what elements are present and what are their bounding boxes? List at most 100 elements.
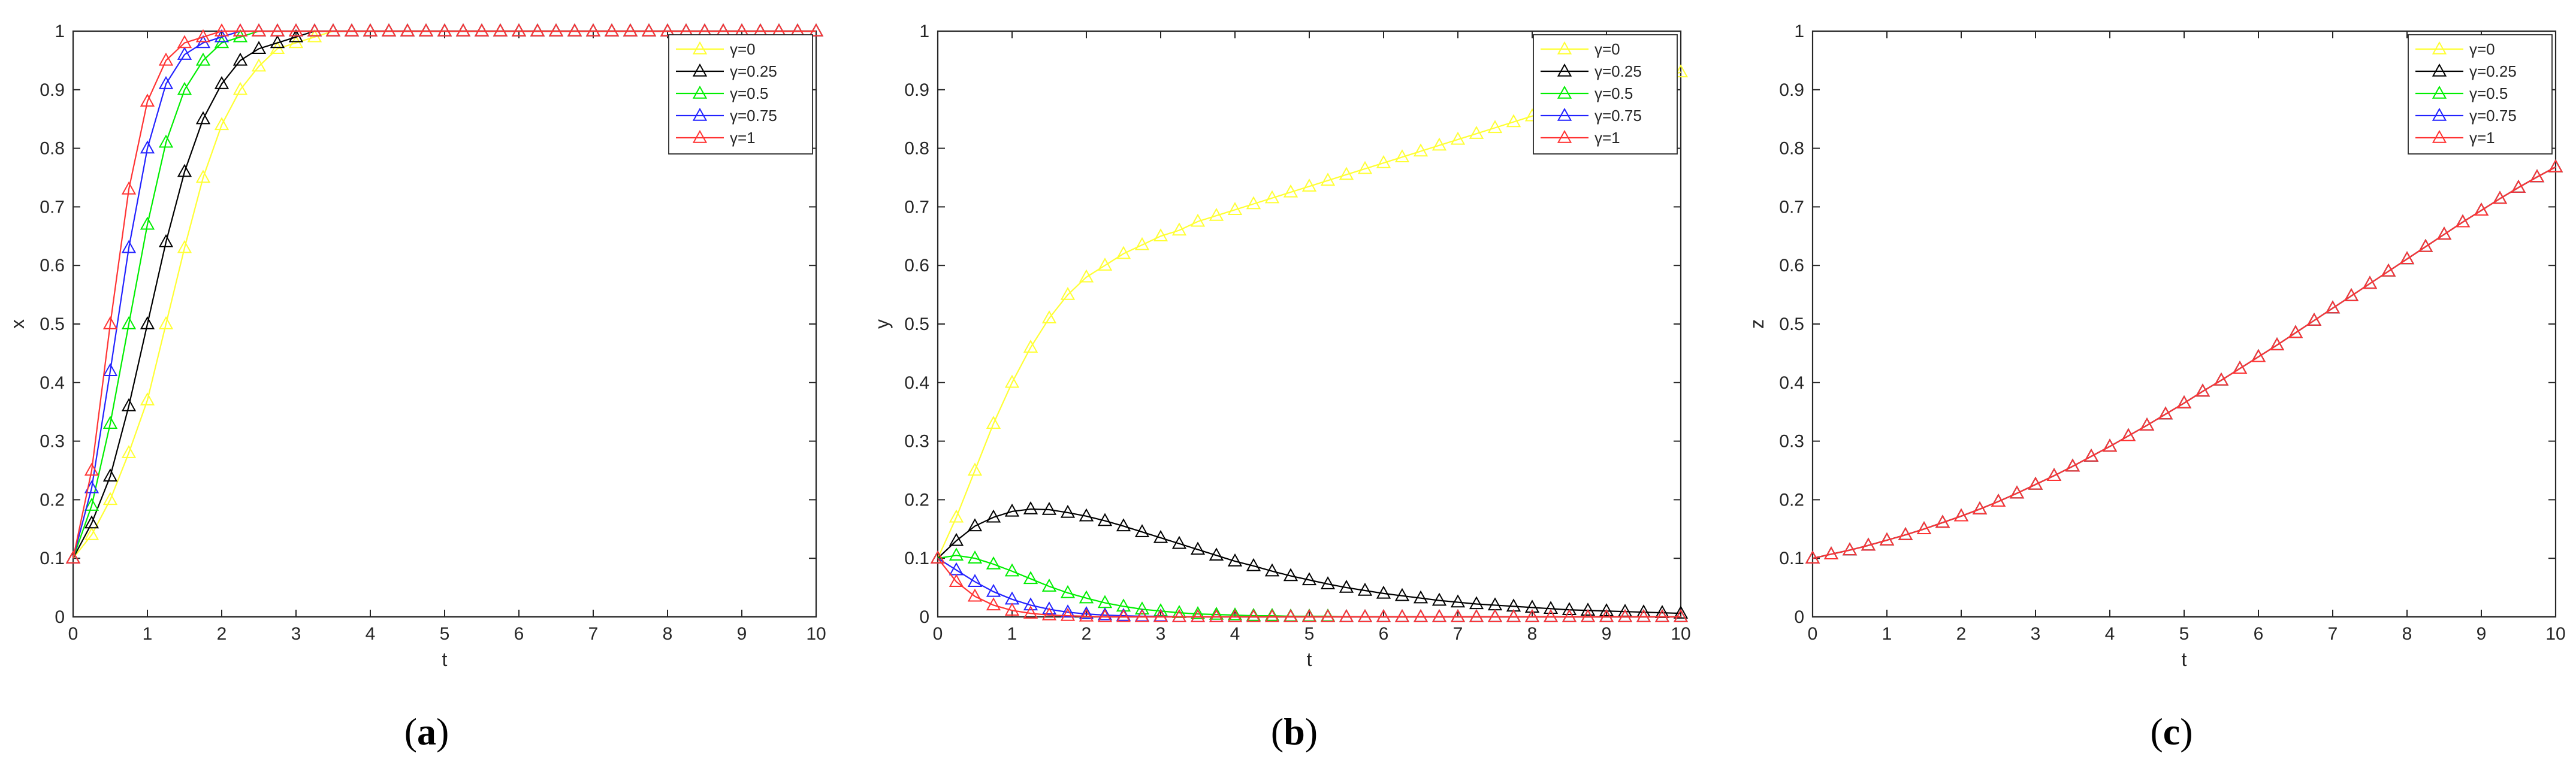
x-tick-label: 10 xyxy=(1671,624,1690,644)
data-point xyxy=(1898,527,1913,540)
x-axis-label: t xyxy=(442,649,448,670)
legend-item: γ=0.25 xyxy=(2415,62,2517,80)
data-point xyxy=(2158,406,2173,420)
data-point xyxy=(1060,585,1076,598)
data-point xyxy=(1320,576,1336,589)
data-point xyxy=(251,58,267,72)
data-point xyxy=(1432,137,1447,151)
data-point xyxy=(1469,608,1484,622)
data-point xyxy=(1413,143,1429,157)
data-point xyxy=(493,23,508,37)
data-point xyxy=(1209,607,1224,620)
data-point xyxy=(1060,287,1076,300)
y-tick-label: 0.6 xyxy=(40,256,65,275)
x-tick-label: 2 xyxy=(1082,624,1092,644)
x-tick-label: 4 xyxy=(1230,624,1240,644)
x-tick-label: 0 xyxy=(1808,624,1818,644)
caption-c: (c) xyxy=(2150,710,2193,753)
data-point xyxy=(214,75,229,89)
data-point xyxy=(949,547,964,561)
data-point xyxy=(1246,558,1261,571)
legend-box xyxy=(1533,34,1678,155)
x-tick-label: 3 xyxy=(2031,624,2041,644)
data-point xyxy=(102,416,118,429)
data-point xyxy=(967,588,983,602)
data-point xyxy=(1861,537,1876,551)
data-point xyxy=(2083,448,2099,462)
data-point xyxy=(102,316,118,329)
data-point xyxy=(65,550,81,564)
x-tick-label: 8 xyxy=(1527,624,1538,644)
data-point xyxy=(121,398,137,411)
data-point xyxy=(2288,325,2303,338)
y-tick-label: 0.5 xyxy=(1779,314,1804,334)
data-point xyxy=(967,574,983,588)
data-point xyxy=(102,492,118,505)
data-point xyxy=(84,515,99,529)
data-point xyxy=(2306,313,2322,326)
data-point xyxy=(177,47,192,60)
x-tick-label: 1 xyxy=(1882,624,1892,644)
data-point xyxy=(1190,608,1206,622)
legend-item: γ=0.5 xyxy=(2415,84,2508,102)
data-point xyxy=(1394,608,1410,622)
data-point xyxy=(1487,120,1503,134)
series-4 xyxy=(1805,159,2563,564)
data-point xyxy=(2492,190,2508,204)
data-point xyxy=(1134,524,1150,537)
series-1 xyxy=(930,501,1689,619)
data-point xyxy=(232,23,248,37)
data-point xyxy=(455,23,471,37)
data-point xyxy=(1636,608,1651,622)
data-point xyxy=(344,23,360,37)
legend: γ=0 γ=0.25 γ=0.5 γ=0.75 γ=1 xyxy=(668,34,813,155)
legend-label: γ=0.75 xyxy=(730,107,777,125)
data-point xyxy=(1543,601,1559,614)
data-point xyxy=(1079,508,1094,522)
legend-box xyxy=(668,34,813,155)
data-point xyxy=(1301,608,1317,622)
data-point xyxy=(930,550,946,564)
y-tick-label: 0.1 xyxy=(1779,549,1804,568)
data-point xyxy=(195,29,211,43)
data-point xyxy=(232,81,248,95)
data-point xyxy=(140,392,155,405)
x-tick-label: 5 xyxy=(440,624,450,644)
data-point xyxy=(604,23,620,37)
y-tick-label: 0 xyxy=(1794,607,1804,627)
data-point xyxy=(1227,553,1243,567)
data-point xyxy=(1487,608,1503,622)
data-point xyxy=(2028,476,2043,490)
data-point xyxy=(121,445,137,458)
legend: γ=0 γ=0.25 γ=0.5 γ=0.75 γ=1 xyxy=(1533,34,1678,155)
data-point xyxy=(1246,608,1261,622)
legend-swatch-marker xyxy=(2432,85,2447,99)
data-point xyxy=(288,23,304,37)
y-tick-label: 0.3 xyxy=(40,432,65,452)
data-point xyxy=(140,316,155,329)
data-point xyxy=(158,234,174,247)
data-point xyxy=(325,23,341,37)
data-point xyxy=(1450,608,1466,622)
data-point xyxy=(1953,508,1969,522)
data-point xyxy=(1562,602,1577,615)
data-point xyxy=(1060,607,1076,621)
data-point xyxy=(84,498,99,511)
data-point xyxy=(2121,428,2136,441)
legend-item: γ=1 xyxy=(676,129,756,147)
legend-swatch-marker xyxy=(692,129,708,143)
data-point xyxy=(1116,246,1131,259)
data-point xyxy=(177,81,192,95)
legend-label: γ=0.25 xyxy=(1594,62,1642,80)
legend-swatch-marker xyxy=(1557,85,1572,99)
data-point xyxy=(1283,568,1298,582)
data-point xyxy=(1116,608,1131,622)
data-point xyxy=(1283,608,1298,622)
y-tick-label: 0.1 xyxy=(40,549,65,568)
data-point xyxy=(967,518,983,532)
data-point xyxy=(2139,417,2155,431)
data-point xyxy=(1209,208,1224,221)
chart-panel-a: 0 1 2 3 4 5 6 7 8 9 10 0 0.1 0.2 0.3 0.4 0.5 0.6 0.7 0.8 0.9… xyxy=(7,22,826,670)
data-point xyxy=(1190,541,1206,555)
data-point xyxy=(548,23,564,37)
